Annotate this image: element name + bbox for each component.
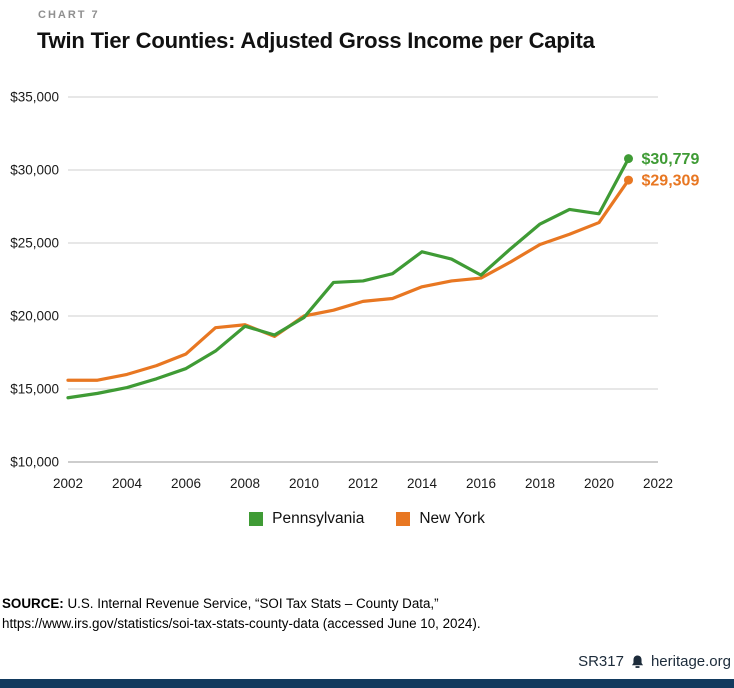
x-axis-tick-label: 2010: [289, 476, 319, 491]
series-line-new-york: [66, 178, 631, 382]
page-title: Twin Tier Counties: Adjusted Gross Incom…: [37, 28, 595, 53]
y-axis-tick-label: $25,000: [10, 236, 59, 251]
x-axis-tick-label: 2022: [643, 476, 673, 491]
y-axis-tick-label: $30,000: [10, 163, 59, 178]
series-end-label-pennsylvania: $30,779: [642, 151, 700, 168]
x-axis-tick-label: 2016: [466, 476, 496, 491]
series-line-pennsylvania: [66, 157, 631, 400]
report-id: SR317: [578, 653, 624, 670]
source-label: SOURCE:: [2, 596, 64, 611]
chart-legend: Pennsylvania New York: [0, 510, 734, 528]
x-axis-tick-label: 2014: [407, 476, 438, 491]
source-citation: U.S. Internal Revenue Service, “SOI Tax …: [63, 596, 439, 611]
x-axis-tick-label: 2020: [584, 476, 614, 491]
legend-label-pennsylvania: Pennsylvania: [272, 510, 365, 527]
y-axis-tick-label: $10,000: [10, 455, 59, 470]
source-url: https://www.irs.gov/statistics/soi-tax-s…: [2, 616, 481, 632]
x-axis-tick-label: 2002: [53, 476, 83, 491]
y-axis-tick-label: $20,000: [10, 309, 59, 324]
y-axis-tick-label: $35,000: [10, 90, 59, 105]
footer: SR317 heritage.org: [578, 653, 731, 670]
legend-item-new-york: New York: [396, 510, 485, 528]
x-axis-tick-label: 2018: [525, 476, 555, 491]
pennsylvania-swatch-icon: [249, 512, 264, 526]
series-end-dot-new-york: [624, 175, 633, 185]
footer-bar: [0, 679, 734, 688]
series-end-dot-pennsylvania: [624, 154, 633, 164]
new-york-swatch-icon: [396, 512, 411, 526]
x-axis-tick-label: 2008: [230, 476, 260, 491]
y-axis-tick-label: $15,000: [10, 382, 59, 397]
source-note: SOURCE: U.S. Internal Revenue Service, “…: [2, 594, 562, 634]
legend-label-new-york: New York: [419, 510, 485, 527]
x-axis-tick-label: 2004: [112, 476, 143, 491]
x-axis-tick-label: 2012: [348, 476, 378, 491]
line-chart: $10,000 $15,000 $20,000 $25,000 $30,000 $35,0…: [10, 90, 700, 492]
legend-item-pennsylvania: Pennsylvania: [249, 510, 364, 528]
liberty-bell-icon: [631, 655, 643, 668]
chart-number-label: CHART 7: [38, 9, 100, 21]
site-link[interactable]: heritage.org: [650, 653, 731, 670]
x-axis-tick-label: 2006: [171, 476, 201, 491]
series-end-label-new-york: $29,309: [642, 173, 700, 190]
